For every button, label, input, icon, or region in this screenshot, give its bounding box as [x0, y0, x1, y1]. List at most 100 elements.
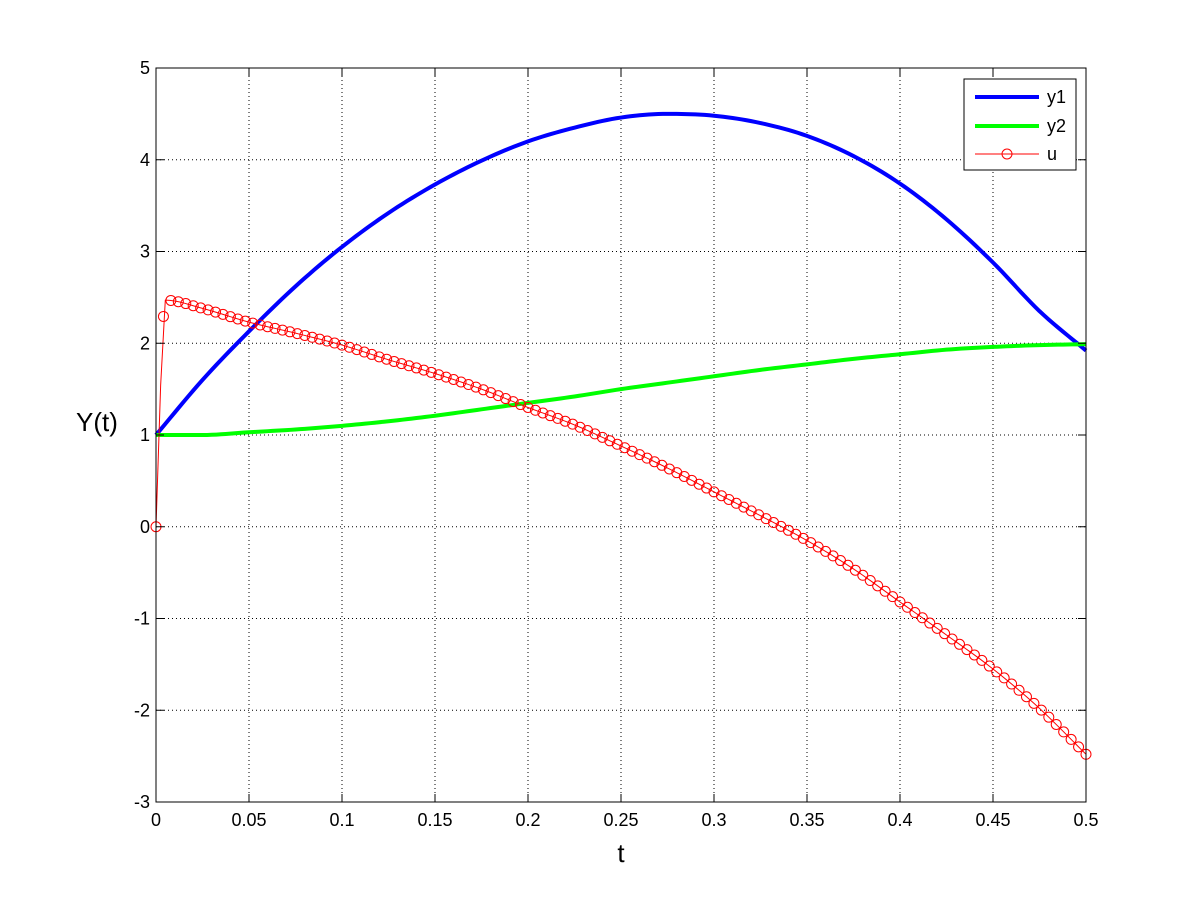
series-marker-u [857, 569, 869, 581]
series-line-y1 [154, 111, 1088, 437]
legend-label-u: u [1047, 144, 1057, 164]
x-tick-label: 0.2 [515, 810, 540, 830]
series-marker-u [276, 324, 288, 336]
y-axis-label: Y(t) [76, 407, 118, 437]
y-tick-label: 5 [140, 58, 150, 78]
series-marker-u [157, 310, 169, 322]
grid [156, 68, 1086, 802]
legend-entry-y1: y1 [975, 87, 1066, 107]
series-marker-u [939, 628, 951, 640]
series-marker-u [410, 362, 422, 374]
series-marker-u [299, 329, 311, 341]
series-marker-u [485, 387, 497, 399]
series-marker-u [314, 333, 326, 345]
series-marker-u [366, 348, 378, 360]
series-marker-u [306, 331, 318, 343]
series-marker-u [537, 407, 549, 419]
series-marker-u [619, 442, 631, 454]
series-marker-u [202, 304, 214, 316]
series-layer [150, 111, 1092, 760]
series-marker-u [358, 346, 370, 358]
series-marker-u [217, 308, 229, 320]
series-marker-u [946, 633, 958, 645]
legend-entry-u: u [975, 144, 1057, 164]
series-marker-u [343, 341, 355, 353]
series-marker-u [500, 393, 512, 405]
series-marker-u [872, 580, 884, 592]
series-marker-u [961, 644, 973, 656]
series-marker-u [1058, 726, 1070, 738]
x-tick-label: 0.35 [789, 810, 824, 830]
series-marker-u [239, 315, 251, 327]
y-tick-label: -3 [134, 792, 150, 812]
x-tick-label: 0 [151, 810, 161, 830]
series-marker-u [1020, 691, 1032, 703]
series-marker-u [954, 638, 966, 650]
x-tick-label: 0.1 [329, 810, 354, 830]
series-marker-u [418, 364, 430, 376]
series-marker-u [574, 421, 586, 433]
series-marker-u [455, 376, 467, 388]
series-line-u [155, 299, 1087, 755]
series-marker-u [924, 617, 936, 629]
series-marker-u [522, 401, 534, 413]
series-marker-u [254, 319, 266, 331]
legend: y1 y2 u [963, 78, 1077, 171]
series-marker-u [968, 649, 980, 661]
series-marker-u [321, 335, 333, 347]
legend-marker-u [1001, 148, 1013, 160]
series-marker-u [931, 622, 943, 634]
series-marker-u [604, 435, 616, 447]
series-marker-u [224, 311, 236, 323]
series-marker-u [262, 321, 274, 333]
series-marker-u [916, 612, 928, 624]
x-tick-label: 0.45 [975, 810, 1010, 830]
series-marker-u [1035, 704, 1047, 716]
series-marker-u [448, 374, 460, 385]
y-tick-label: -1 [134, 609, 150, 629]
x-tick-label: 0.3 [701, 810, 726, 830]
series-marker-u [336, 339, 348, 351]
series-marker-u [864, 575, 876, 587]
series-line-y2 [156, 342, 1087, 437]
x-axis-label: t [617, 838, 625, 868]
series-marker-u [641, 452, 653, 464]
series-marker-u [887, 591, 899, 603]
series-marker-u [507, 396, 519, 408]
series-marker-u [596, 431, 608, 443]
series-marker-u [991, 666, 1003, 678]
y-tick-label: 0 [140, 517, 150, 537]
series-marker-u [1028, 697, 1040, 709]
series-marker-u [187, 300, 199, 312]
series-marker-u [1013, 684, 1025, 696]
x-tick-label: 0.15 [417, 810, 452, 830]
series-marker-u [373, 351, 385, 363]
series-marker-u [515, 399, 527, 411]
x-tick-label: 0.5 [1073, 810, 1098, 830]
series-marker-u [582, 425, 594, 437]
series-marker-u [983, 660, 995, 672]
series-marker-u [403, 360, 415, 372]
series-marker-u [589, 428, 601, 440]
series-marker-u [611, 438, 623, 450]
series-marker-u [1050, 718, 1062, 730]
series-marker-u [232, 313, 244, 325]
series-marker-u [1043, 711, 1055, 723]
y-tick-label: 4 [140, 150, 150, 170]
series-marker-u [894, 596, 906, 608]
series-marker-u [634, 449, 646, 461]
series-marker-u [462, 379, 474, 391]
series-marker-u [195, 302, 207, 314]
series-marker-u [723, 493, 735, 505]
series-marker-u [567, 418, 579, 430]
series-marker-u [492, 390, 504, 402]
series-marker-u [544, 410, 556, 422]
series-marker-u [849, 564, 861, 576]
x-tick-label: 0.25 [603, 810, 638, 830]
series-marker-u [552, 412, 564, 424]
series-marker-u [329, 337, 341, 349]
series-marker-u [976, 654, 988, 666]
series-marker-u [477, 384, 489, 396]
y-tick-label: -2 [134, 700, 150, 720]
